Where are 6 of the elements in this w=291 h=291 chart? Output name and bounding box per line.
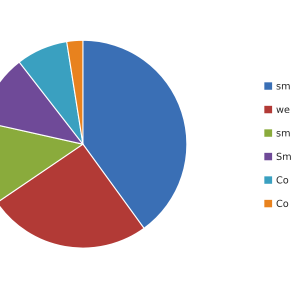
legend-label: sm — [276, 84, 290, 90]
legend-label: we — [276, 107, 290, 114]
legend-label: Sm — [276, 152, 291, 160]
legend-label: sm — [276, 130, 290, 137]
legend-label: Co — [276, 200, 288, 208]
legend-label: Co — [276, 176, 288, 184]
